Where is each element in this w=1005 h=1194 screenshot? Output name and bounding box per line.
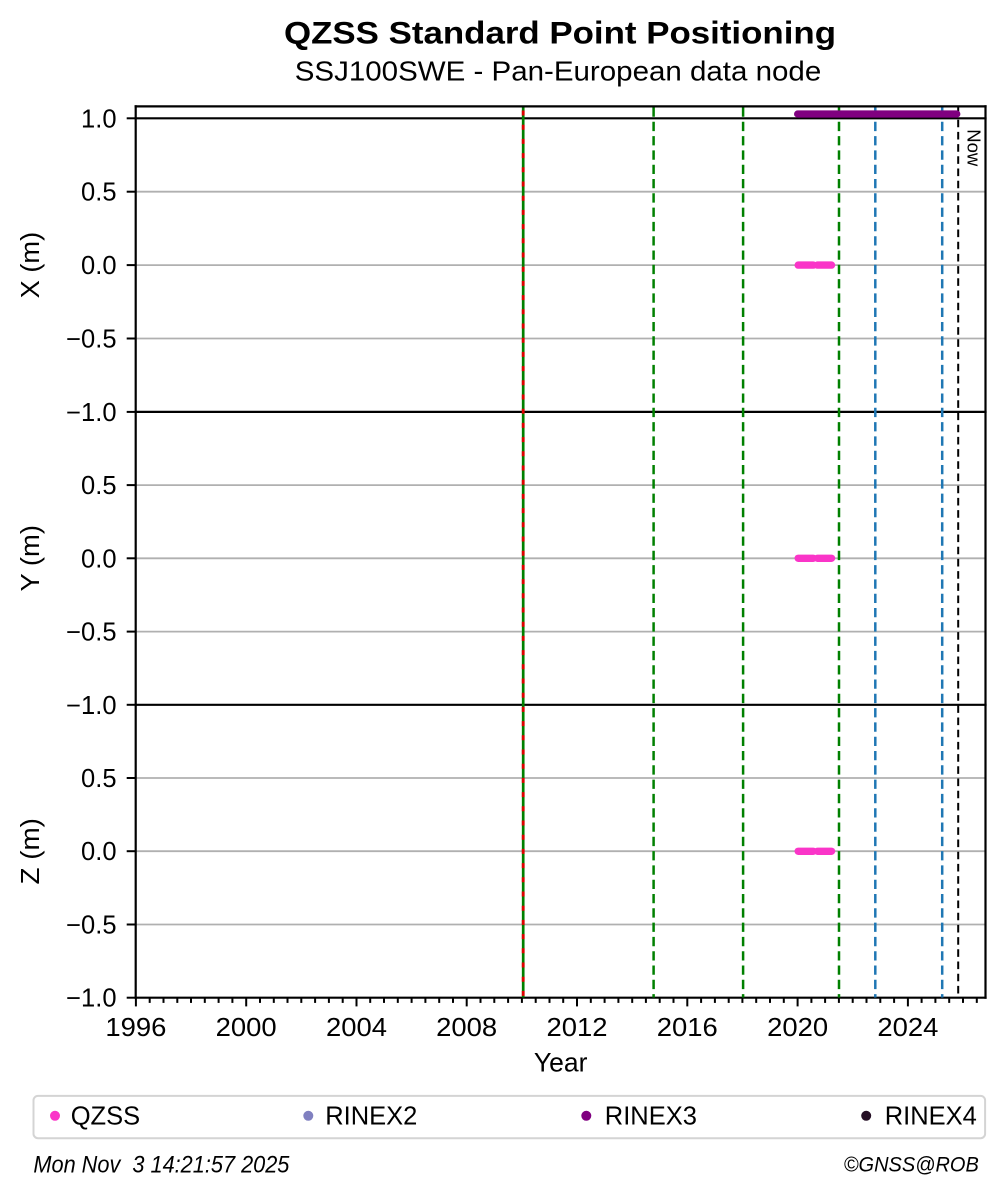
svg-text:2024: 2024: [877, 1014, 938, 1042]
svg-text:Y (m): Y (m): [17, 525, 45, 592]
svg-text:X (m): X (m): [17, 232, 45, 299]
svg-text:2016: 2016: [657, 1014, 718, 1042]
svg-text:Now: Now: [964, 129, 985, 167]
svg-text:−0.5: −0.5: [66, 326, 116, 354]
svg-text:RINEX2: RINEX2: [325, 1103, 417, 1131]
svg-text:−0.5: −0.5: [66, 912, 116, 940]
svg-text:−1.0: −1.0: [66, 985, 116, 1013]
svg-text:©GNSS@ROB: ©GNSS@ROB: [844, 1153, 979, 1177]
svg-text:SSJ100SWE - Pan-European data: SSJ100SWE - Pan-European data node: [295, 56, 822, 87]
svg-text:−1.0: −1.0: [66, 692, 116, 720]
svg-text:QZSS Standard Point Positionin: QZSS Standard Point Positioning: [284, 15, 836, 51]
svg-text:RINEX3: RINEX3: [605, 1103, 697, 1131]
svg-text:2008: 2008: [436, 1014, 497, 1042]
svg-text:0.5: 0.5: [81, 179, 116, 207]
svg-text:−0.5: −0.5: [66, 619, 116, 647]
svg-text:2012: 2012: [547, 1014, 608, 1042]
svg-text:0.0: 0.0: [81, 838, 116, 866]
svg-text:0.5: 0.5: [81, 765, 116, 793]
svg-text:RINEX4: RINEX4: [885, 1103, 977, 1131]
svg-text:0.0: 0.0: [81, 545, 116, 573]
svg-text:−1.0: −1.0: [66, 399, 116, 427]
svg-text:1996: 1996: [105, 1014, 166, 1042]
svg-text:0.5: 0.5: [81, 472, 116, 500]
svg-text:1.0: 1.0: [81, 105, 116, 133]
svg-text:0.0: 0.0: [81, 252, 116, 280]
svg-text:2000: 2000: [216, 1014, 277, 1042]
svg-text:2020: 2020: [767, 1014, 828, 1042]
svg-text:Year: Year: [534, 1047, 588, 1077]
svg-text:Mon Nov 3 14:21:57 2025: Mon Nov 3 14:21:57 2025: [33, 1151, 289, 1178]
svg-text:QZSS: QZSS: [71, 1103, 140, 1131]
svg-text:Z (m): Z (m): [17, 818, 45, 885]
svg-text:2004: 2004: [326, 1014, 387, 1042]
